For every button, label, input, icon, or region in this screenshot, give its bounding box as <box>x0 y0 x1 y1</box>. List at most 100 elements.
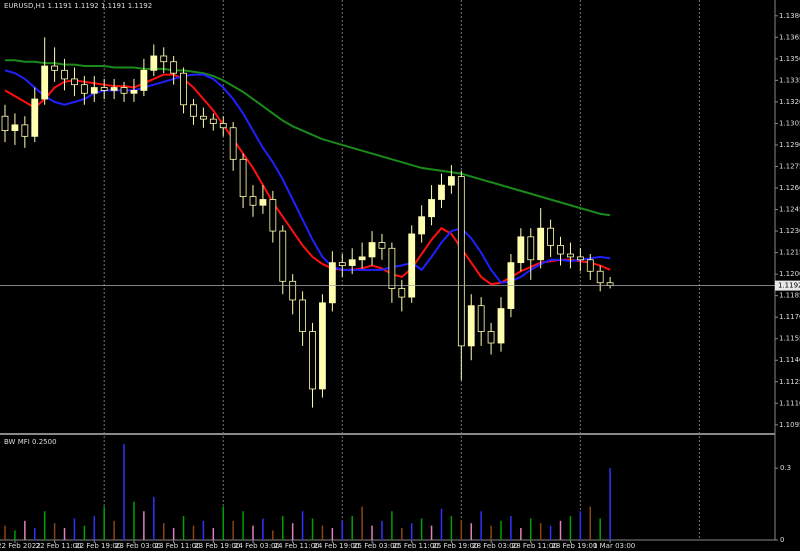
x-tick-label: 24 Feb 03:00 <box>234 542 280 550</box>
x-tick-label: 23 Feb 03:00 <box>115 542 161 550</box>
candle-body <box>596 270 604 284</box>
candle-body <box>328 262 336 304</box>
y-tick-label: 1.1095 <box>779 421 800 429</box>
y-tick-label: 1.1350 <box>779 55 800 63</box>
candle-body <box>338 262 346 266</box>
candle-body <box>219 123 227 129</box>
x-tick-label: 1 Mar 03:00 <box>593 542 635 550</box>
candle-body <box>457 176 465 347</box>
candle-body <box>31 98 39 137</box>
y-tick-label: 1.1290 <box>779 141 800 149</box>
candle-body <box>299 299 307 332</box>
candle-body <box>249 196 257 206</box>
candle-body <box>358 256 366 261</box>
x-tick-label: 22 Feb 2022 <box>0 542 41 550</box>
y-tick-label: 0.3 <box>780 464 791 472</box>
y-tick-label: 1.1245 <box>779 206 800 214</box>
candle-body <box>428 199 435 218</box>
x-tick-label: 24 Feb 19:00 <box>313 542 359 550</box>
candle-body <box>477 305 485 332</box>
y-tick-label: 1.1110 <box>779 399 800 407</box>
candle-body <box>388 247 396 289</box>
y-tick-label: 1.1275 <box>779 162 800 170</box>
x-tick-label: 28 Feb 03:00 <box>472 542 518 550</box>
candle-body <box>180 72 187 106</box>
y-tick-label: 1.1260 <box>779 184 800 192</box>
candle-body <box>606 282 614 287</box>
candle-body <box>229 127 237 160</box>
candle-body <box>289 280 297 301</box>
candle-body <box>547 227 554 246</box>
candle-body <box>279 230 287 282</box>
candle-body <box>11 124 19 132</box>
x-tick-label: 23 Feb 11:00 <box>155 542 201 550</box>
y-tick-label: 1.1305 <box>779 119 800 127</box>
y-tick-label: 1.1200 <box>779 270 800 278</box>
y-tick-label: 1.1230 <box>779 227 800 235</box>
candle-body <box>497 308 505 344</box>
x-tick-label: 25 Feb 11:00 <box>393 542 439 550</box>
candle-body <box>209 118 217 124</box>
candle-body <box>239 158 247 198</box>
x-tick-label: 28 Feb 11:00 <box>512 542 558 550</box>
x-tick-label: 22 Feb 11:00 <box>36 542 82 550</box>
candle-body <box>319 302 326 390</box>
candle-body <box>586 259 594 272</box>
x-tick-label: 25 Feb 03:00 <box>353 542 399 550</box>
candle-body <box>71 78 78 86</box>
candle-body <box>150 55 158 71</box>
candle-body <box>576 256 584 261</box>
candle-body <box>348 259 356 266</box>
candle-body <box>467 305 475 347</box>
x-tick-label: 28 Feb 19:00 <box>551 542 597 550</box>
candle-body <box>160 55 168 63</box>
candle-body <box>269 199 277 232</box>
candle-body <box>51 65 58 71</box>
y-tick-label: 1.1365 <box>779 33 800 41</box>
candle-body <box>567 253 574 258</box>
candle-body <box>1 115 9 132</box>
candle-body <box>80 84 88 94</box>
moving-average <box>5 59 611 217</box>
current-price-tag <box>775 280 800 291</box>
candle-body <box>120 87 128 94</box>
candle-body <box>487 331 495 344</box>
y-tick-label: 1.1155 <box>779 335 800 343</box>
candle-body <box>309 331 316 390</box>
candle-body <box>408 233 416 298</box>
candle-body <box>259 199 267 206</box>
candle-body <box>199 115 207 120</box>
candle-body <box>130 90 138 94</box>
y-tick-label: 1.1170 <box>779 313 800 321</box>
y-tick-label: 1.1320 <box>779 98 800 106</box>
x-tick-label: 25 Feb 19:00 <box>432 542 478 550</box>
current-price-label: 1.1192 <box>778 282 800 290</box>
candle-body <box>41 65 49 100</box>
candle-body <box>140 69 148 91</box>
candle-body <box>21 124 29 137</box>
y-tick-label: 1.1380 <box>779 12 800 20</box>
candle-body <box>110 87 118 91</box>
x-tick-label: 24 Feb 11:00 <box>274 542 320 550</box>
y-tick-label: 1.1125 <box>779 378 800 386</box>
candle-body <box>100 87 108 91</box>
candle-body <box>170 61 178 74</box>
candle-body <box>90 87 98 94</box>
x-tick-label: 22 Feb 19:00 <box>75 542 121 550</box>
candle-body <box>398 288 406 298</box>
indicator-title: BW MFI 0.2500 <box>4 438 57 446</box>
candle-body <box>527 236 535 261</box>
candle-body <box>61 69 68 80</box>
x-tick-label: 23 Feb 19:00 <box>194 542 240 550</box>
candle-body <box>537 227 545 261</box>
chart-title: EURUSD,H1 1.1191 1.1192 1.1191 1.1192 <box>4 2 152 10</box>
y-tick-label: 1.1215 <box>779 249 800 257</box>
candle-body <box>378 242 386 249</box>
y-tick-label: 0 <box>780 536 784 544</box>
candle-body <box>447 176 455 186</box>
candle-body <box>438 184 445 200</box>
candle-body <box>557 245 564 255</box>
candle-body <box>418 216 426 235</box>
candle-body <box>368 242 376 258</box>
